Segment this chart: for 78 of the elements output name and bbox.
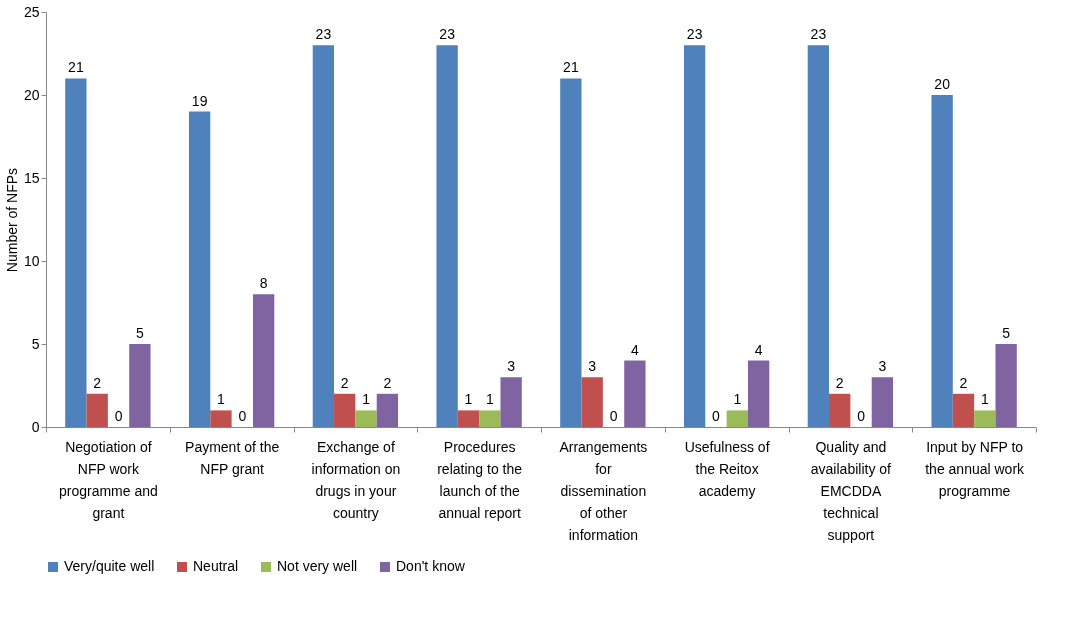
data-label: 5 xyxy=(1002,325,1011,341)
x-tick-label: Usefulness of the Reitox academy xyxy=(684,438,770,499)
data-label: 1 xyxy=(464,391,473,408)
y-tick-label: 25 xyxy=(23,3,40,20)
data-label: 0 xyxy=(609,408,618,424)
bar xyxy=(436,45,458,427)
bar xyxy=(974,410,996,427)
x-tick-label: Negotiation of NFP work programme and grant xyxy=(58,438,158,521)
bar xyxy=(188,111,211,427)
data-label: 1 xyxy=(217,391,226,408)
data-label: 21 xyxy=(68,59,84,76)
bar xyxy=(252,294,275,427)
data-label: 3 xyxy=(878,358,887,375)
bar xyxy=(479,410,501,427)
x-tick-label: Input by NFP to the annual work programme xyxy=(925,438,1026,499)
data-label: 3 xyxy=(588,358,597,375)
y-tick-label: 0 xyxy=(31,418,40,435)
data-label: 1 xyxy=(733,391,742,408)
bar xyxy=(86,393,108,427)
data-label: 1 xyxy=(485,391,494,408)
x-tick-label: Arrangements for dissemination of other information xyxy=(559,438,648,543)
bar xyxy=(500,377,522,427)
data-label: 21 xyxy=(563,59,579,76)
bar xyxy=(931,95,953,427)
y-tick-label: 20 xyxy=(23,86,40,103)
data-label: 4 xyxy=(630,341,639,358)
data-label: 0 xyxy=(712,408,721,424)
bar xyxy=(624,360,646,427)
bar xyxy=(807,45,830,427)
data-label: 20 xyxy=(934,76,951,92)
data-label: 2 xyxy=(340,374,349,391)
bar xyxy=(995,344,1017,427)
data-label: 23 xyxy=(686,26,703,43)
x-tick-label: Exchange of information on drugs in your country xyxy=(311,438,401,521)
bar xyxy=(829,393,851,427)
data-label: 23 xyxy=(315,26,332,43)
y-axis-title: Number of NFPs xyxy=(3,167,20,273)
y-tick-label: 15 xyxy=(23,169,40,186)
x-tick-label: Payment of the NFP grant xyxy=(185,438,280,477)
bar xyxy=(129,344,151,427)
data-label: 1 xyxy=(362,391,371,408)
bar xyxy=(726,410,748,427)
data-label: 23 xyxy=(810,26,827,43)
data-label: 0 xyxy=(238,408,247,424)
data-label: 23 xyxy=(439,26,456,43)
bar xyxy=(312,45,335,427)
legend-label: Don't know xyxy=(396,558,466,574)
bar xyxy=(457,410,480,427)
y-tick-label: 5 xyxy=(31,335,40,352)
data-label: 8 xyxy=(259,275,268,292)
data-label: 0 xyxy=(114,408,123,424)
bar xyxy=(871,377,894,427)
bar xyxy=(560,78,582,427)
data-label: 2 xyxy=(93,374,102,391)
bar xyxy=(376,393,399,427)
bar xyxy=(952,393,975,427)
data-label: 19 xyxy=(191,92,208,109)
legend-label: Neutral xyxy=(193,558,239,574)
x-tick-label: Procedures relating to the launch of the annual report xyxy=(437,438,523,521)
y-tick-label: 10 xyxy=(23,252,40,269)
legend-label: Not very well xyxy=(277,558,358,574)
data-label: 3 xyxy=(507,358,516,375)
data-label: 1 xyxy=(980,391,989,408)
bar xyxy=(65,78,87,427)
bar xyxy=(581,377,603,427)
data-label: 2 xyxy=(383,374,392,391)
data-label: 2 xyxy=(835,374,844,391)
data-label: 0 xyxy=(857,408,866,424)
x-tick-label: Quality and availability of EMCDDA technical support xyxy=(810,438,892,543)
bar xyxy=(355,410,377,427)
bar xyxy=(334,393,356,427)
data-label: 5 xyxy=(135,325,144,341)
bar xyxy=(747,360,770,427)
bar xyxy=(683,45,706,427)
legend-label: Very/quite well xyxy=(64,558,155,574)
data-label: 4 xyxy=(754,341,763,358)
data-label: 2 xyxy=(959,374,968,391)
bar xyxy=(210,410,232,427)
